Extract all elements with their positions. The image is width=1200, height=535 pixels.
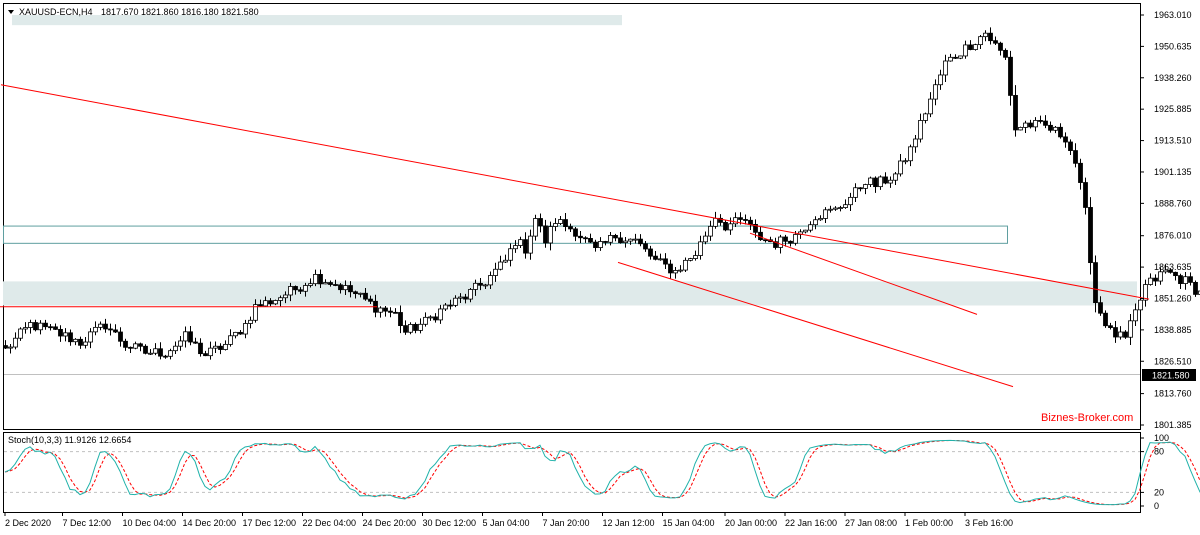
- time-tick-label: 14 Dec 20:00: [183, 518, 237, 528]
- stoch-panel-frame: [4, 433, 1141, 513]
- price-tick-label: 1838.885: [1154, 325, 1192, 335]
- time-tick-label: 7 Dec 12:00: [63, 518, 112, 528]
- time-tick-label: 30 Dec 12:00: [423, 518, 477, 528]
- ohlc-label: 1817.670 1821.860 1816.180 1821.580: [101, 7, 259, 17]
- candle: [1179, 274, 1183, 289]
- current-price-label: 1821.580: [1152, 371, 1190, 381]
- price-tick-label: 1950.635: [1154, 41, 1192, 51]
- price-tick-label: 1888.760: [1154, 198, 1192, 208]
- candle: [1149, 273, 1153, 285]
- stoch-tick-label: 0: [1154, 501, 1159, 511]
- time-tick-label: 7 Jan 20:00: [543, 518, 590, 528]
- candle: [409, 322, 413, 334]
- time-tick-label: 2 Dec 2020: [5, 518, 51, 528]
- stoch-tick-label: 20: [1154, 487, 1164, 497]
- time-tick-label: 24 Dec 20:00: [363, 518, 417, 528]
- price-tick-label: 1813.760: [1154, 389, 1192, 399]
- time-tick-label: 17 Dec 12:00: [243, 518, 297, 528]
- time-tick-label: 27 Jan 08:00: [845, 518, 897, 528]
- main-chart-frame: [4, 4, 1141, 430]
- symbol-label: XAUUSD-ECN,H4: [19, 7, 93, 17]
- zone-filled-1[interactable]: [3, 281, 1137, 305]
- stoch-tick-label: 100: [1154, 433, 1169, 443]
- time-tick-label: 22 Dec 04:00: [303, 518, 357, 528]
- price-tick-label: 1826.510: [1154, 356, 1192, 366]
- candle: [1154, 274, 1158, 286]
- candle: [1189, 272, 1193, 285]
- price-tick-label: 1925.885: [1154, 104, 1192, 114]
- price-axis: 1963.010 1950.635 1938.260 1925.885 1913.510…: [1140, 10, 1192, 430]
- stoch-tick-label: 80: [1154, 447, 1164, 457]
- candle: [1104, 310, 1108, 327]
- candle: [1174, 272, 1178, 281]
- time-tick-label: 5 Jan 04:00: [483, 518, 530, 528]
- watermark: Biznes-Broker.com: [1041, 412, 1133, 424]
- price-tick-label: 1851.260: [1154, 293, 1192, 303]
- candle: [974, 44, 978, 51]
- time-tick-label: 22 Jan 16:00: [785, 518, 837, 528]
- candle: [959, 56, 963, 60]
- stoch-label: Stoch(10,3,3) 11.9126 12.6654: [8, 435, 131, 445]
- candle: [1194, 280, 1198, 296]
- time-tick-label: 3 Feb 16:00: [965, 518, 1013, 528]
- candle: [1144, 280, 1148, 307]
- price-tick-label: 1963.010: [1154, 10, 1192, 20]
- price-tick-label: 1901.135: [1154, 167, 1192, 177]
- price-tick-label: 1876.010: [1154, 231, 1192, 241]
- candle: [1184, 272, 1188, 290]
- price-tick-label: 1863.635: [1154, 262, 1192, 272]
- time-tick-label: 20 Jan 00:00: [725, 518, 777, 528]
- price-tick-label: 1913.510: [1154, 136, 1192, 146]
- time-tick-label: 15 Jan 04:00: [663, 518, 715, 528]
- time-tick-label: 10 Dec 04:00: [123, 518, 177, 528]
- price-tick-label: 1801.385: [1154, 420, 1192, 430]
- candle: [1019, 127, 1023, 131]
- time-tick-label: 12 Jan 12:00: [603, 518, 655, 528]
- time-tick-label: 1 Feb 00:00: [905, 518, 953, 528]
- time-axis: 2 Dec 2020 7 Dec 12:00 10 Dec 04:00 14 Dec …: [5, 512, 1013, 528]
- candle: [1089, 197, 1093, 274]
- price-tick-label: 1938.260: [1154, 73, 1192, 83]
